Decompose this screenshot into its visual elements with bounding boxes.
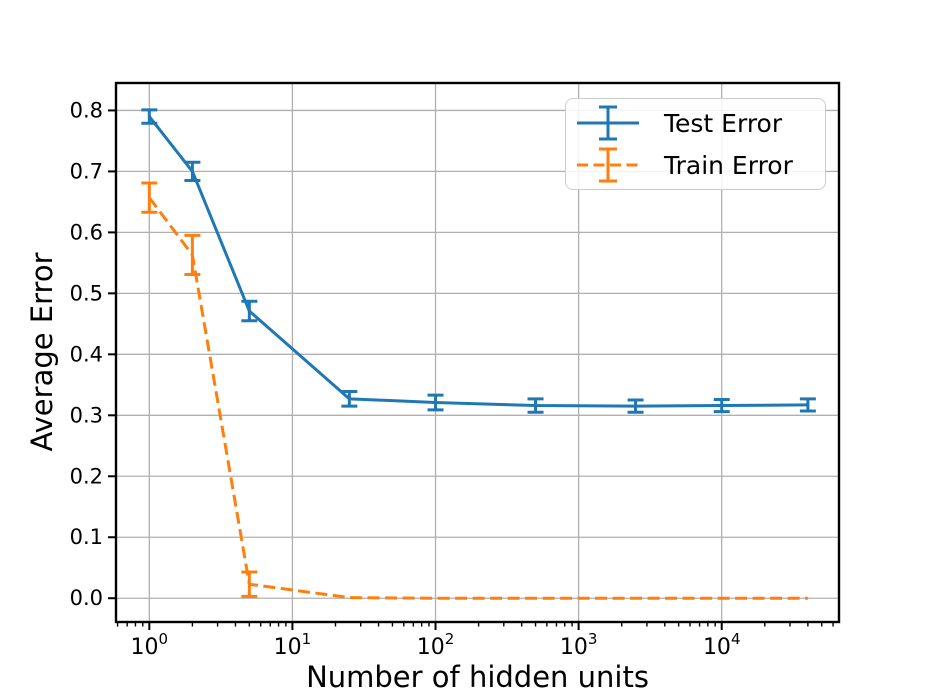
x-tick-label: 102 [417, 630, 455, 660]
y-tick-label: 0.4 [70, 342, 103, 366]
y-tick-label: 0.8 [70, 98, 103, 122]
legend-item-train-error: Train Error [576, 145, 815, 185]
x-tick-label: 101 [274, 630, 312, 660]
legend: Test Error Train Error [565, 98, 826, 190]
x-tick-label: 100 [131, 630, 169, 660]
train-error-errorbar-sample-icon [577, 147, 639, 183]
x-tick-label: 103 [560, 630, 598, 660]
y-tick-label: 0.6 [70, 220, 103, 244]
y-tick-label: 0.3 [70, 403, 103, 427]
x-axis-label: Number of hidden units [306, 660, 649, 694]
y-axis-label: Average Error [25, 252, 59, 452]
legend-label-test-error: Test Error [664, 108, 783, 138]
legend-item-test-error: Test Error [576, 103, 815, 143]
test-error-line [148, 115, 808, 408]
legend-label-train-error: Train Error [664, 150, 793, 180]
y-tick-label: 0.1 [70, 525, 103, 549]
y-tick-label: 0.7 [70, 159, 103, 183]
y-tick-label: 0.0 [70, 586, 103, 610]
y-tick-label: 0.2 [70, 464, 103, 488]
test-error-errorbar-sample-icon [577, 105, 639, 141]
plot-border [114, 81, 841, 624]
y-tick-label: 0.5 [70, 281, 103, 305]
train-error-line [148, 196, 808, 600]
x-tick-label: 104 [703, 630, 741, 660]
